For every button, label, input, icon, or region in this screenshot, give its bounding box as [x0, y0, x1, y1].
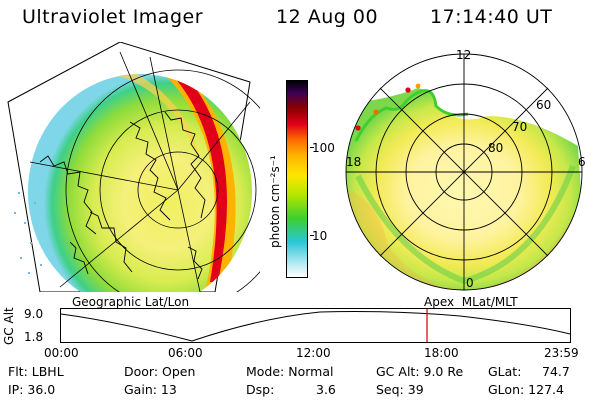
dsp-info-label: Dsp: — [246, 382, 275, 397]
timeline-ytick-9: 9.0 — [24, 307, 44, 321]
timeline-xtick-0600: 06:00 — [168, 346, 203, 360]
gc-alt-info: GC Alt: 9.0 Re — [376, 364, 464, 379]
colorbar-unit-label: photon cm⁻²s⁻¹ — [268, 155, 282, 248]
geographic-caption: Geographic Lat/Lon — [72, 295, 190, 309]
mlt-label-18: 18 — [346, 155, 362, 169]
mlat-label-60: 60 — [536, 98, 552, 112]
glat-info-value: 74.7 — [542, 364, 570, 379]
colorbar-tick-10: 10 — [312, 229, 328, 243]
timeline-xtick-0000: 00:00 — [44, 346, 79, 360]
coastlines — [39, 111, 206, 280]
mlat-label-80: 80 — [488, 141, 504, 155]
geographic-map — [7, 42, 260, 292]
magnetic-caption: Apex MLat/MLT — [424, 295, 518, 309]
limb-speckle — [14, 192, 42, 274]
time-label: 17:14:40 UT — [430, 6, 553, 28]
orbit-altitude-plot — [60, 308, 571, 343]
glat-info-label: GLat: — [488, 364, 522, 379]
colorbar-tick-mark — [310, 147, 314, 148]
auroral-arc-inner — [165, 74, 227, 282]
timeline-xtick-1800: 18:00 — [424, 346, 459, 360]
auroral-hotspots — [355, 83, 421, 131]
mlt-label-6: 6 — [578, 155, 586, 169]
gain-info: Gain: 13 — [124, 382, 177, 397]
mlt-label-0: 0 — [466, 276, 474, 290]
glon-info: GLon: 127.4 — [488, 382, 564, 397]
auroral-image-fill — [346, 88, 582, 290]
altitude-curve — [60, 311, 571, 342]
dsp-info-value: 3.6 — [316, 382, 336, 397]
ip-info: IP: 36.0 — [8, 382, 56, 397]
mlat-mlt-grid — [345, 53, 583, 291]
mode-info: Mode: Normal — [246, 364, 334, 379]
mlat-label-70: 70 — [512, 120, 528, 134]
colorbar-tick-100: 100 — [312, 141, 335, 155]
colorbar — [286, 80, 308, 278]
seq-info: Seq: 39 — [376, 382, 424, 397]
flt-info: Flt: LBHL — [8, 364, 64, 379]
timeline-ytick-1.8: 1.8 — [24, 330, 44, 344]
colorbar-tick-mark — [310, 235, 314, 236]
door-info: Door: Open — [124, 364, 196, 379]
mlt-label-12: 12 — [456, 48, 472, 62]
date-label: 12 Aug 00 — [276, 6, 379, 28]
timeline-ylabel: GC Alt — [2, 307, 16, 345]
timeline-xtick-1200: 12:00 — [296, 346, 331, 360]
timeline-xtick-2359: 23:59 — [544, 346, 579, 360]
instrument-title: Ultraviolet Imager — [22, 6, 204, 28]
magnetic-polar-map — [345, 53, 583, 291]
latlon-grid — [29, 51, 260, 292]
